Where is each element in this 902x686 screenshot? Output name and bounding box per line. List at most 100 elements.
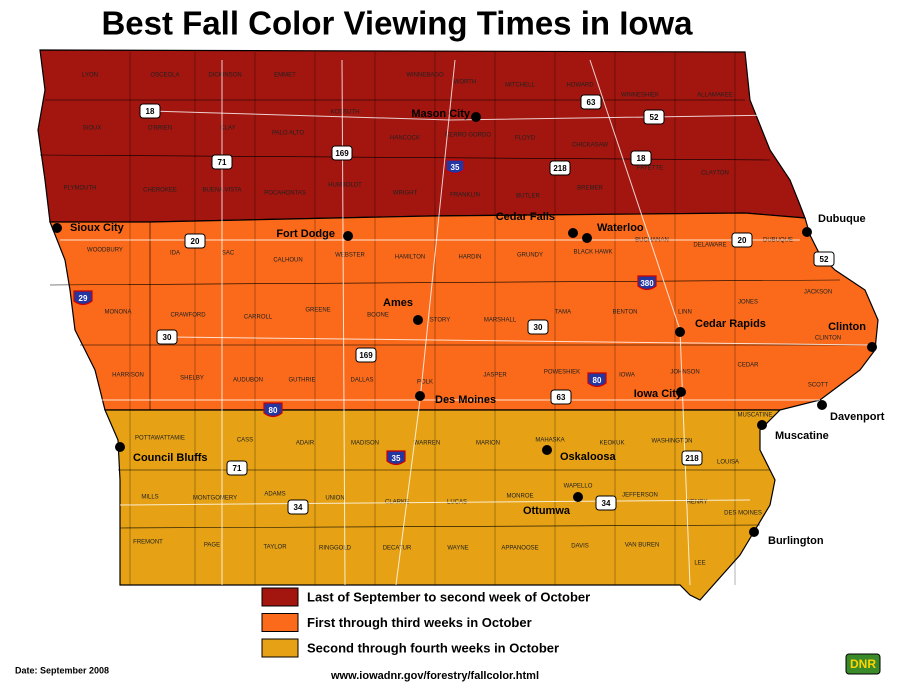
city-dot — [675, 327, 685, 337]
county-line — [119, 524, 761, 529]
city-label: Oskaloosa — [560, 451, 617, 463]
city-dot — [413, 315, 423, 325]
city-dot — [573, 492, 583, 502]
county-label: CALHOUN — [273, 258, 302, 264]
county-label: POLK — [417, 380, 433, 386]
us-shield — [355, 347, 377, 363]
county-label: CHICKASAW — [572, 143, 608, 149]
county-label: DUBUQUE — [763, 238, 793, 244]
county-label: MONONA — [105, 310, 132, 316]
city-label: Mason City — [411, 108, 471, 120]
county-label: DELAWARE — [693, 243, 726, 249]
county-label: OSCEOLA — [150, 73, 179, 79]
us-shield — [156, 329, 178, 345]
county-label: CASS — [237, 438, 253, 444]
county-label: JOHNSON — [670, 370, 699, 376]
us-highway-number: 218 — [685, 454, 699, 463]
county-label: MONROE — [507, 494, 534, 500]
interstate-number: 35 — [451, 163, 460, 172]
county-label: JEFFERSON — [622, 493, 658, 499]
us-highway-number: 34 — [294, 503, 303, 512]
county-label: TAMA — [555, 310, 571, 316]
county-label: HANCOCK — [390, 136, 420, 142]
county-label: HENRY — [687, 500, 708, 506]
county-label: BUTLER — [516, 194, 540, 200]
county-label: WARREN — [414, 441, 440, 447]
interstate-number: 80 — [593, 376, 602, 385]
interstate-number: 380 — [640, 279, 654, 288]
road — [119, 499, 751, 506]
county-label: VAN BUREN — [625, 543, 660, 549]
county-label: HAMILTON — [395, 255, 425, 261]
us-shield — [681, 450, 703, 466]
city-label: Cedar Falls — [496, 211, 555, 223]
city-label: Des Moines — [435, 394, 496, 406]
city-label: Sioux City — [70, 222, 125, 234]
county-label: MARSHALL — [484, 318, 517, 324]
county-label: WAYNE — [447, 546, 468, 552]
city-dot — [52, 223, 62, 233]
us-highway-number: 18 — [637, 154, 646, 163]
zone — [49, 212, 879, 411]
county-label: LOUISA — [717, 460, 739, 466]
county-label: WEBSTER — [335, 253, 365, 259]
us-highway-number: 52 — [820, 255, 829, 264]
county-label: IDA — [170, 251, 180, 257]
county-label: JACKSON — [804, 290, 832, 296]
url: www.iowadnr.gov/forestry/fallcolor.html — [330, 670, 539, 682]
us-highway-number: 63 — [557, 393, 566, 402]
us-highway-number: 52 — [650, 113, 659, 122]
county-label: EMMET — [274, 73, 296, 79]
city-label: Muscatine — [775, 430, 829, 442]
county-label: WINNEBAGO — [406, 73, 444, 79]
interstate-shield — [73, 290, 93, 306]
county-label: LEE — [694, 561, 705, 567]
interstate-number: 29 — [79, 294, 88, 303]
road — [169, 336, 871, 346]
interstate-shield — [386, 450, 406, 466]
county-label: WORTH — [454, 80, 477, 86]
city-label: Council Bluffs — [133, 452, 208, 464]
city-label: Davenport — [830, 411, 885, 423]
us-highway-number: 30 — [534, 323, 543, 332]
city-dot — [867, 342, 877, 352]
county-label: JASPER — [483, 373, 507, 379]
county-label: UNION — [325, 496, 344, 502]
county-label: BLACK HAWK — [573, 250, 612, 256]
county-label: MARION — [476, 441, 500, 447]
county-label: TAYLOR — [263, 545, 287, 551]
county-label: FAYETTE — [637, 166, 663, 172]
city-label: Clinton — [828, 321, 866, 333]
county-label: SAC — [222, 251, 235, 257]
us-shield — [550, 389, 572, 405]
county-label: KEOKUK — [599, 441, 624, 447]
county-label: WASHINGTON — [651, 439, 692, 445]
county-label: CLAYTON — [701, 171, 729, 177]
county-label: WAPELLO — [564, 484, 593, 490]
legend-label: Last of September to second week of Octo… — [307, 589, 590, 604]
county-label: GUTHRIE — [289, 378, 316, 384]
logo: DNR — [850, 657, 876, 671]
county-label: STORY — [430, 318, 450, 324]
interstate-shield — [445, 159, 465, 175]
us-highway-number: 18 — [146, 107, 155, 116]
city-dot — [676, 387, 686, 397]
county-label: RINGGOLD — [319, 546, 352, 552]
legend-swatch — [261, 613, 299, 632]
city-dot — [802, 227, 812, 237]
county-label: BOONE — [367, 313, 389, 319]
county-label: BUCHANAN — [635, 238, 669, 244]
us-shield — [643, 109, 665, 125]
county-label: WOODBURY — [87, 248, 123, 254]
city-label: Ottumwa — [523, 505, 571, 517]
city-label: Dubuque — [818, 213, 866, 225]
county-label: DAVIS — [571, 544, 589, 550]
county-label: LYON — [82, 73, 98, 79]
us-highway-number: 71 — [218, 158, 227, 167]
us-shield — [211, 154, 233, 170]
city-dot — [542, 445, 552, 455]
county-label: DES MOINES — [724, 511, 762, 517]
us-highway-number: 20 — [738, 236, 747, 245]
city-dot — [115, 442, 125, 452]
